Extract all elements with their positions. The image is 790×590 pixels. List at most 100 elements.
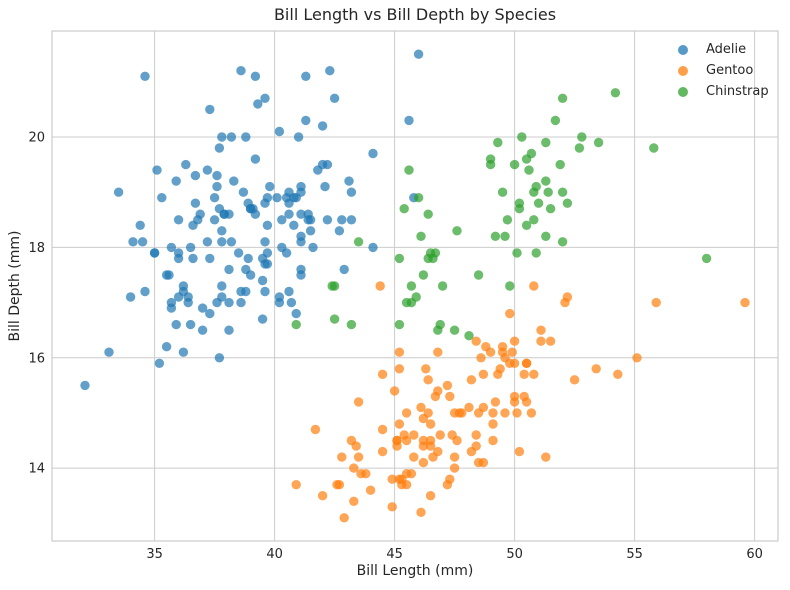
chart-title: Bill Length vs Bill Depth by Species [273,5,557,24]
data-point [317,121,328,131]
data-point [337,215,347,225]
data-point [577,132,587,142]
data-point [262,193,273,203]
data-point [423,253,433,264]
data-point [229,176,239,186]
data-point [224,325,234,335]
data-point [219,209,229,219]
data-point [536,336,546,346]
data-point [418,270,429,280]
data-point [394,253,405,264]
legend-marker-icon [678,65,688,76]
data-point [262,220,273,230]
data-point [574,143,585,153]
data-point [205,104,215,115]
data-point [361,469,371,479]
data-point [541,137,551,148]
data-point [449,463,460,473]
data-point [351,441,361,451]
data-point [425,441,436,451]
legend: Adelie Gentoo Chinstrap [678,39,769,102]
data-point [291,308,301,319]
legend-item-chinstrap: Chinstrap [678,81,769,102]
data-point [190,198,201,208]
data-point [610,88,621,98]
data-point [399,204,409,214]
data-point [466,375,477,385]
data-point [413,49,424,59]
data-point [452,226,462,236]
data-point [157,193,167,203]
data-point [284,209,294,219]
data-point [497,347,508,357]
data-point [430,248,441,258]
data-point [509,391,520,402]
data-point [471,441,481,451]
data-point [569,375,580,385]
data-point [406,469,417,479]
data-point [406,297,417,308]
data-point [740,297,750,308]
data-point [481,342,491,352]
data-point [202,237,213,247]
data-point [80,380,90,391]
data-point [541,452,551,462]
data-point [421,364,431,374]
data-point [205,308,215,319]
data-point [243,253,253,264]
data-point [449,452,460,462]
data-point [217,237,227,247]
data-point [514,204,525,214]
data-point [512,248,522,258]
data-point [185,242,196,253]
data-point [493,137,503,148]
data-point [265,181,275,192]
data-point [488,408,498,418]
data-point [701,253,712,264]
data-point [181,159,191,170]
data-point [205,253,215,264]
data-point [274,292,285,302]
data-point [505,308,515,319]
data-point [404,165,414,175]
data-point [613,369,623,379]
data-point [526,408,537,418]
legend-label: Adelie [706,42,747,57]
data-point [394,364,405,374]
data-point [649,143,659,153]
data-point [188,253,198,264]
y-tick-label: 18 [28,241,45,256]
data-point [334,480,345,490]
data-point [632,353,642,363]
data-point [500,408,510,418]
data-point [562,292,573,302]
y-tick-label: 14 [28,462,45,477]
data-point [529,281,539,291]
data-point [394,419,405,429]
data-point [423,408,433,418]
data-point [173,292,184,302]
y-tick-label: 16 [28,351,45,366]
data-point [495,364,505,374]
data-point [212,297,222,308]
x-tick-label: 40 [266,547,283,562]
data-point [437,281,448,291]
x-tick-label: 45 [386,547,403,562]
series-adelie-points [80,49,424,391]
data-point [346,319,357,330]
data-point [212,181,222,192]
data-point [217,226,227,236]
data-point [490,231,501,241]
data-point [310,424,321,435]
data-point [260,237,270,247]
data-point [464,331,474,341]
data-point [190,170,201,181]
data-point [322,215,333,225]
data-point [521,358,532,368]
data-point [473,408,484,418]
data-point [236,286,246,297]
data-point [488,419,498,429]
data-point [507,347,517,357]
data-point [433,325,443,335]
data-point [217,132,227,142]
